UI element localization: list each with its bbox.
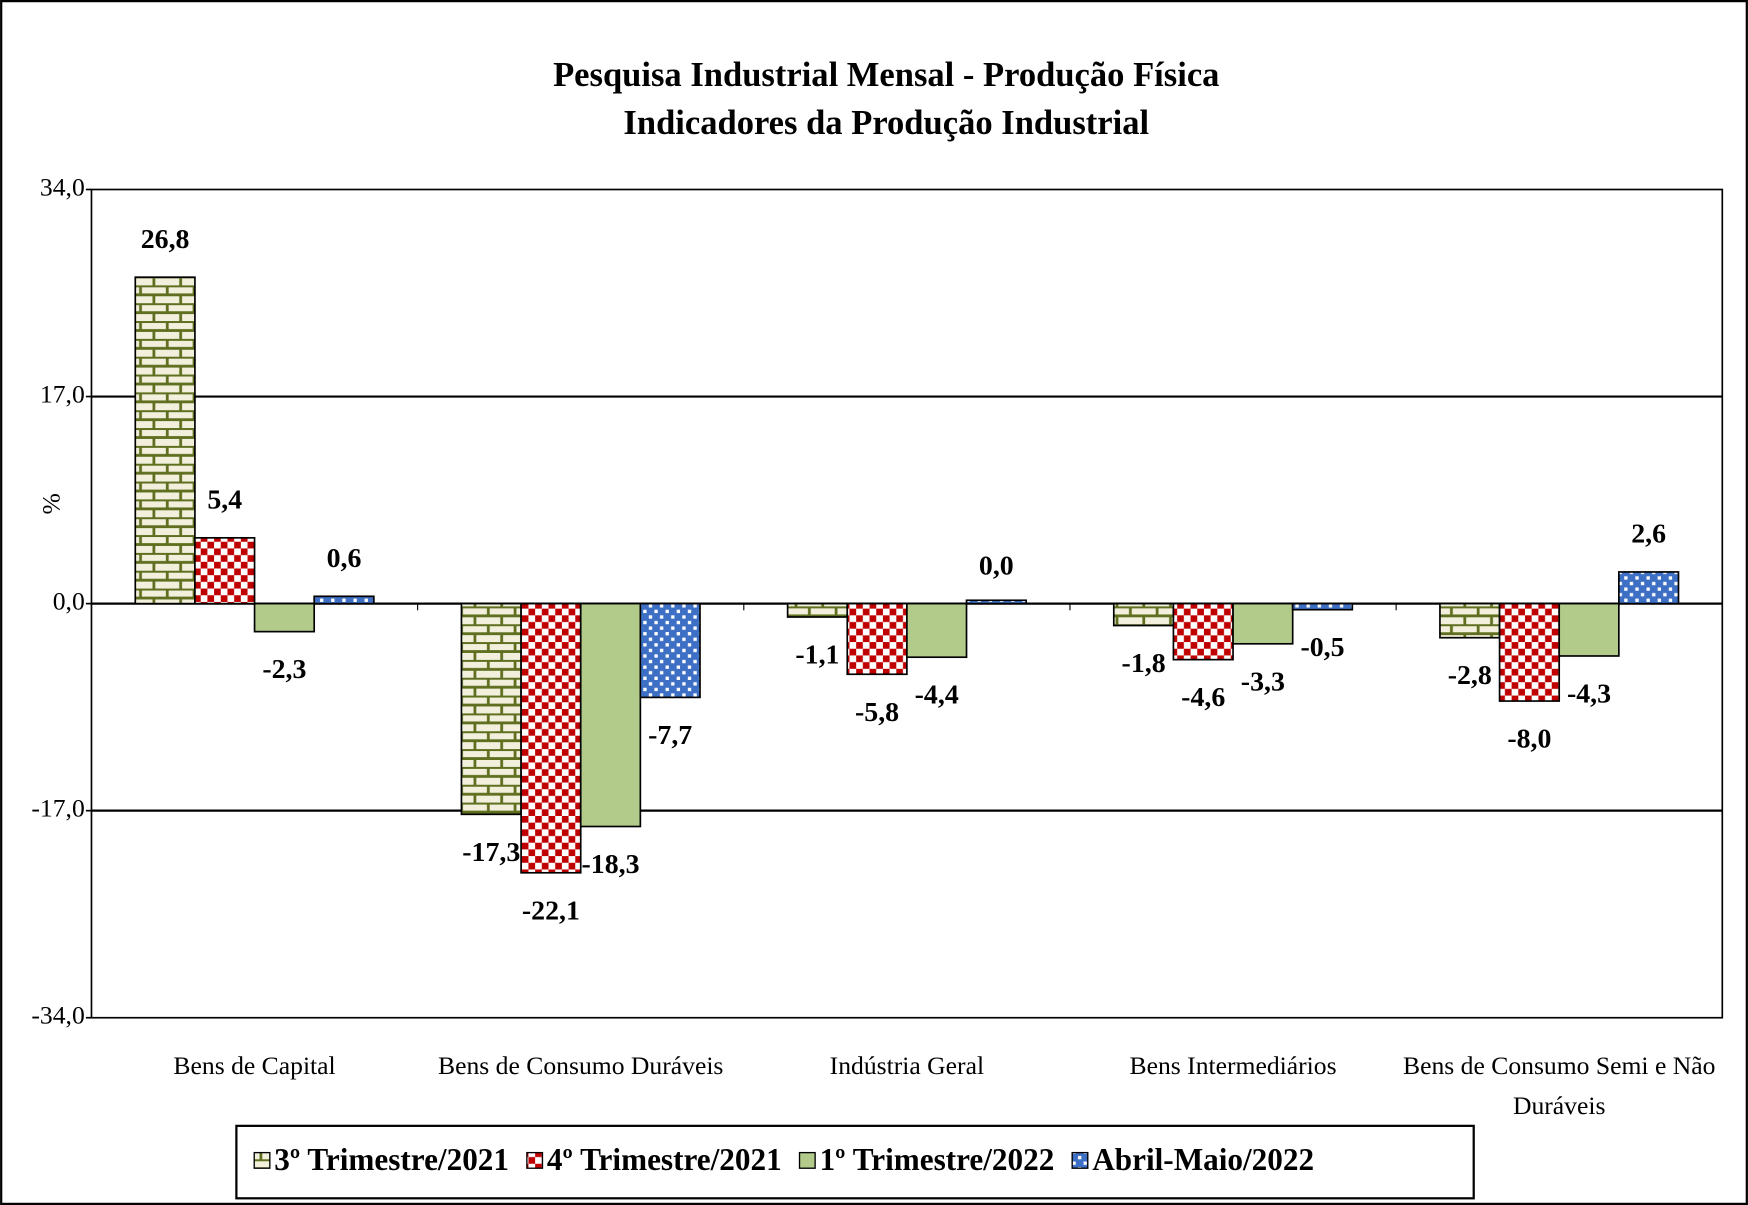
y-axis-label: % xyxy=(36,493,65,514)
bar xyxy=(1232,602,1294,645)
bar xyxy=(965,599,1027,605)
value-label: -2,8 xyxy=(1448,660,1492,691)
value-label: -8,0 xyxy=(1507,724,1551,755)
value-label: -4,6 xyxy=(1181,682,1225,713)
value-label: -3,3 xyxy=(1241,666,1285,697)
x-tick-label: Bens de Consumo Semi e Não Duráveis xyxy=(1403,1051,1715,1120)
bar xyxy=(1558,602,1620,657)
value-label: -2,3 xyxy=(262,654,306,685)
bar xyxy=(134,276,196,605)
chart-title: Pesquisa Industrial Mensal - Produção Fí… xyxy=(553,56,1219,94)
value-label: -18,3 xyxy=(582,849,640,880)
y-tick-label: -17,0 xyxy=(31,794,84,823)
bar xyxy=(520,602,582,874)
bar xyxy=(194,537,256,605)
bar xyxy=(1618,571,1680,605)
x-tick-label: Bens de Consumo Duráveis xyxy=(438,1051,723,1080)
legend-label: 1º Trimestre/2022 xyxy=(820,1142,1055,1177)
value-label: -5,8 xyxy=(855,697,899,728)
value-label: -0,5 xyxy=(1300,632,1344,663)
value-label: 2,6 xyxy=(1631,519,1666,550)
bar xyxy=(639,602,701,699)
legend-swatch xyxy=(526,1151,544,1169)
value-label: -1,1 xyxy=(795,640,839,671)
y-tick-label: 34,0 xyxy=(40,172,85,201)
legend-swatch xyxy=(1071,1151,1089,1169)
bar xyxy=(1172,602,1234,661)
bar xyxy=(1291,602,1354,611)
legend xyxy=(235,1124,1475,1200)
legend-label: 3º Trimestre/2021 xyxy=(274,1142,509,1177)
value-label: 26,8 xyxy=(141,224,190,255)
chart-subtitle: Indicadores da Produção Industrial xyxy=(623,104,1149,142)
bar xyxy=(579,602,642,828)
y-tick-label: 0,0 xyxy=(53,586,85,615)
bar xyxy=(786,602,849,618)
y-tick-label: -34,0 xyxy=(31,1001,84,1030)
bar xyxy=(1112,602,1175,627)
bar xyxy=(460,602,522,816)
value-label: -4,3 xyxy=(1567,679,1611,710)
legend-label: 4º Trimestre/2021 xyxy=(547,1142,782,1177)
value-label: -4,4 xyxy=(915,680,959,711)
x-tick-label: Indústria Geral xyxy=(830,1051,984,1080)
bar xyxy=(253,602,316,633)
value-label: -17,3 xyxy=(462,837,520,868)
value-label: -22,1 xyxy=(522,895,580,926)
value-label: 0,6 xyxy=(327,543,362,574)
x-tick-label: Bens de Capital xyxy=(173,1051,335,1080)
y-tick-label: 17,0 xyxy=(40,379,85,408)
legend-swatch xyxy=(798,1151,816,1169)
bar xyxy=(1498,602,1561,702)
value-label: 5,4 xyxy=(207,485,242,516)
legend-label: Abril-Maio/2022 xyxy=(1092,1142,1314,1177)
bar xyxy=(846,602,908,676)
value-label: -1,8 xyxy=(1122,648,1166,679)
bar xyxy=(1439,602,1501,639)
x-tick-label: Bens Intermediários xyxy=(1130,1051,1337,1080)
value-label: 0,0 xyxy=(979,550,1014,581)
value-label: -7,7 xyxy=(648,720,692,751)
bar xyxy=(313,595,375,605)
bar xyxy=(906,602,968,659)
legend-swatch xyxy=(253,1151,271,1169)
